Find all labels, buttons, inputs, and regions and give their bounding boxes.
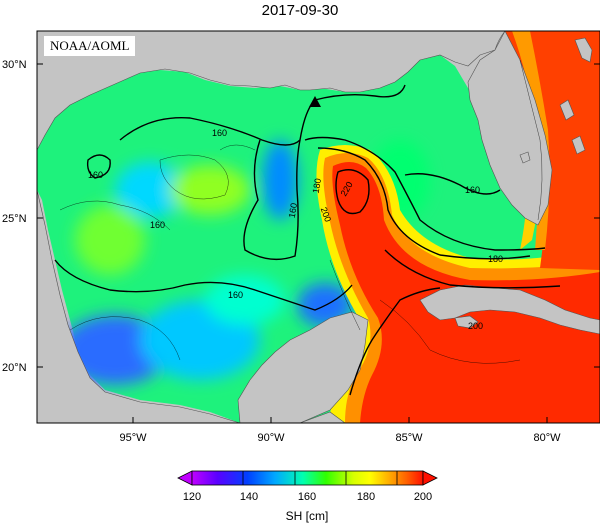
lat-tick-label: 20°N <box>2 362 27 374</box>
lat-tick-label: 25°N <box>2 213 27 225</box>
lon-tick-label: 85°W <box>395 432 423 444</box>
colorbar-tick-label: 180 <box>357 491 375 503</box>
source-badge: NOAA/AOML <box>44 36 136 56</box>
cyan-patch <box>115 162 185 218</box>
contour-labels: 160 160 160 160 160 160 180 180 200 220 … <box>88 128 503 331</box>
contour-label: 180 <box>488 254 503 264</box>
yucatan-peninsula <box>237 311 369 423</box>
bahamas <box>559 37 593 155</box>
colorbar-bar <box>191 470 424 486</box>
contour-label: 160 <box>150 220 165 230</box>
contour-label: 160 <box>212 128 227 138</box>
lon-tick-label: 95°W <box>119 432 147 444</box>
colorbar-label: SH [cm] <box>286 509 329 523</box>
colorbar-tick-label: 160 <box>298 491 316 503</box>
contours-minor <box>59 59 543 364</box>
colorbar-tick-label: 120 <box>183 491 201 503</box>
colorbar-max-arrow <box>422 470 438 486</box>
contour-label: 200 <box>319 206 334 224</box>
lime-patch <box>75 205 145 275</box>
map-frame <box>36 30 600 424</box>
florida-current <box>505 31 600 270</box>
contours-major <box>54 84 561 396</box>
us-gulf-coast <box>37 31 506 151</box>
contour-label: 160 <box>88 170 103 180</box>
contour-label: 160 <box>287 202 299 219</box>
lat-tick-label: 30°N <box>2 59 27 71</box>
contour-label: 160 <box>228 290 243 300</box>
colorbar: 120 140 160 180 200 SH [cm] <box>177 470 438 523</box>
station-marker-triangle <box>309 96 321 107</box>
lon-tick-label: 80°W <box>533 432 561 444</box>
colorbar-min-arrow <box>177 470 193 486</box>
contour-label: 200 <box>468 321 483 331</box>
map-title: 2017-09-30 <box>261 2 339 19</box>
contour-label: 180 <box>311 178 323 195</box>
colorbar-tick-label: 200 <box>414 491 432 503</box>
florida-peninsula <box>467 31 553 226</box>
mexico-yucatan <box>37 189 241 423</box>
lime-patch <box>170 165 250 215</box>
colorbar-tick-label: 140 <box>240 491 258 503</box>
cyan-patch <box>205 275 285 325</box>
lon-tick-label: 90°W <box>257 432 285 444</box>
blue-patch <box>262 140 298 220</box>
contour-label: 160 <box>465 185 480 195</box>
isle-of-youth <box>454 315 479 329</box>
